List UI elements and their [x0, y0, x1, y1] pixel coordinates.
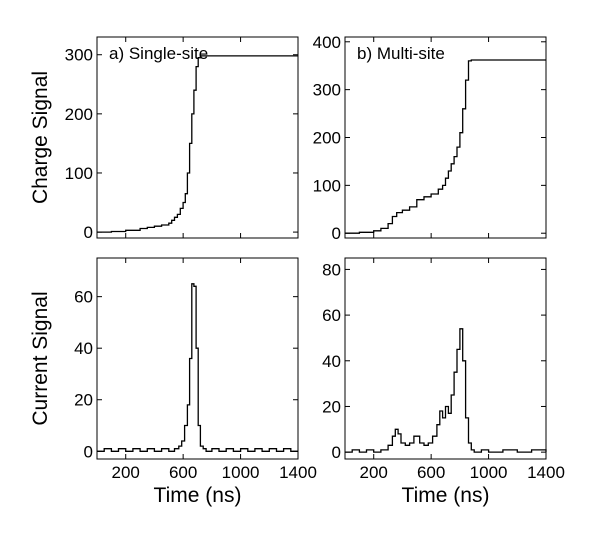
x-axis-title: Time (ns)	[402, 484, 490, 507]
panel-current-single-site: 200 600 1000 1400 0 20 40 60 Current Signal Time …	[29, 257, 317, 507]
y-tick-label: 20	[322, 397, 341, 416]
panel-charge-single-site: 0 100 200 300 a) Single-site Charge Signal	[29, 36, 299, 242]
x-axis-title: Time (ns)	[154, 484, 242, 507]
y-tick-label: 100	[313, 176, 341, 195]
panel-charge-multi-site: 0 100 200 300 400 b) Multi-site	[313, 33, 547, 243]
y-tick-label: 40	[74, 339, 93, 358]
x-tick-label: 1400	[279, 463, 317, 482]
y-tick-label: 60	[322, 306, 341, 325]
axes-frame	[344, 257, 547, 460]
axes-frame	[344, 36, 547, 239]
panel-current-multi-site: 200 600 1000 1400 0 20 40 60 80 Time (ns)	[322, 257, 565, 507]
y-tick-label: 0	[84, 223, 93, 242]
panel-annotation: b) Multi-site	[357, 44, 445, 63]
y-tick-label: 40	[322, 352, 341, 371]
y-tick-label: 0	[84, 442, 93, 461]
axes-frame	[96, 257, 299, 460]
y-tick-label: 0	[332, 443, 341, 462]
y-tick-label: 400	[313, 33, 341, 52]
y-tick-label: 300	[65, 46, 93, 65]
x-tick-label: 1000	[222, 463, 260, 482]
y-tick-label: 60	[74, 288, 93, 307]
x-tick-label: 1000	[470, 463, 508, 482]
y-tick-label: 300	[313, 81, 341, 100]
signal-trace	[97, 283, 298, 452]
x-tick-label: 1400	[527, 463, 565, 482]
y-axis-title: Charge Signal	[29, 71, 52, 204]
y-axis-title: Current Signal	[29, 291, 52, 425]
signal-trace	[97, 55, 298, 233]
y-tick-label: 200	[313, 129, 341, 148]
y-tick-label: 200	[65, 105, 93, 124]
x-tick-label: 600	[169, 463, 197, 482]
x-tick-label: 600	[417, 463, 445, 482]
panel-annotation: a) Single-site	[109, 44, 208, 63]
x-tick-label: 200	[112, 463, 140, 482]
axes-frame	[96, 36, 299, 239]
signal-trace	[345, 328, 547, 453]
y-tick-label: 100	[65, 164, 93, 183]
y-tick-label: 20	[74, 391, 93, 410]
y-tick-label: 80	[322, 260, 341, 279]
signal-trace	[345, 59, 546, 234]
y-tick-label: 0	[332, 224, 341, 243]
x-tick-label: 200	[360, 463, 388, 482]
